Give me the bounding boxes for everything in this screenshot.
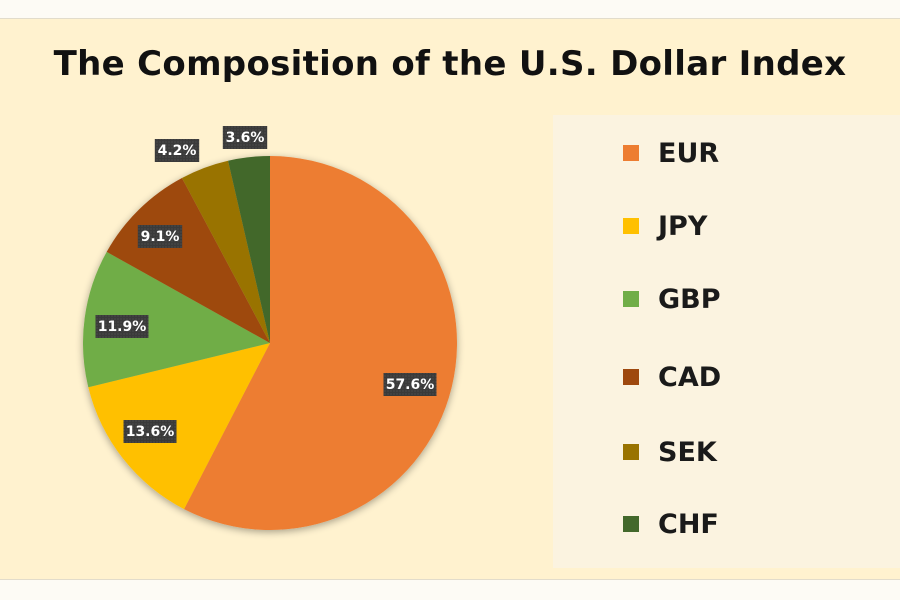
data-label-chf: 3.6% <box>222 126 268 149</box>
data-label-box <box>137 225 183 248</box>
legend-label: JPY <box>658 210 708 242</box>
data-label-box <box>383 373 437 396</box>
data-label-sek: 4.2% <box>154 139 200 162</box>
data-label-box <box>95 315 149 338</box>
legend-swatch <box>623 369 639 385</box>
legend-item-chf: CHF <box>623 507 719 541</box>
data-label-eur: 57.6% <box>383 373 437 396</box>
legend-label: EUR <box>658 137 720 169</box>
data-label-text: 4.2% <box>158 143 197 159</box>
legend-swatch <box>623 516 639 532</box>
data-label-box <box>123 420 177 443</box>
chart-title: The Composition of the U.S. Dollar Index <box>53 44 847 84</box>
data-label-jpy: 13.6% <box>123 420 177 443</box>
pie-slice-eur <box>184 156 458 530</box>
legend-swatch <box>623 291 639 307</box>
data-label-box <box>154 139 200 162</box>
legend-swatch <box>623 145 639 161</box>
legend-label: GBP <box>658 283 721 315</box>
data-label-box <box>222 126 268 149</box>
legend-item-eur: EUR <box>623 136 719 170</box>
legend-swatch <box>623 218 639 234</box>
legend-label: SEK <box>658 436 717 468</box>
legend-swatch <box>623 444 639 460</box>
pie-slice-gbp <box>83 251 270 388</box>
data-label-text: 13.6% <box>126 424 175 440</box>
legend-label: CHF <box>658 508 719 540</box>
data-label-text: 3.6% <box>226 130 265 146</box>
data-label-text: 57.6% <box>386 377 435 393</box>
legend-label: CAD <box>658 361 722 393</box>
legend-item-gbp: GBP <box>623 282 721 316</box>
data-label-gbp: 11.9% <box>95 315 149 338</box>
legend-item-cad: CAD <box>623 360 721 394</box>
legend-item-jpy: JPY <box>623 209 707 243</box>
pie-slice-cad <box>106 178 270 343</box>
pie-slice-jpy <box>88 343 270 510</box>
pie-slice-chf <box>228 156 270 343</box>
data-label-cad: 9.1% <box>137 225 183 248</box>
legend-item-sek: SEK <box>623 435 717 469</box>
legend: EUR JPY GBP CAD SEK CHF <box>553 115 900 568</box>
data-label-text: 11.9% <box>98 319 147 335</box>
pie-slice-sek <box>181 160 270 343</box>
data-label-text: 9.1% <box>141 229 180 245</box>
